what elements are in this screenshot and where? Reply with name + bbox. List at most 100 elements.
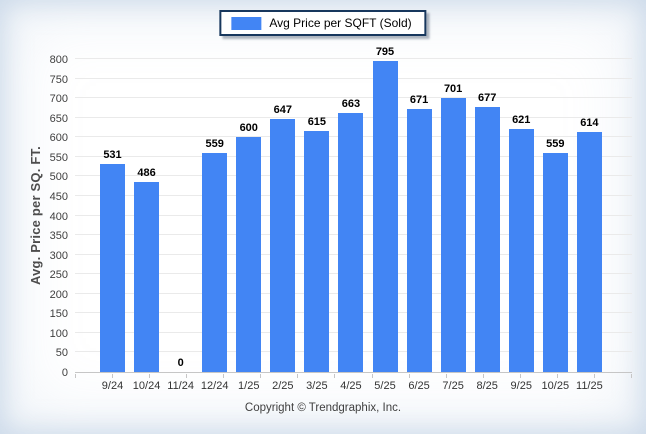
bar-group-6-25: 671 xyxy=(406,94,432,372)
legend-swatch xyxy=(231,16,262,30)
bar-group-5-25: 795 xyxy=(372,45,398,372)
bar-group-11-24: 0 xyxy=(168,357,193,372)
x-tick-label: 12/24 xyxy=(200,380,229,392)
bar xyxy=(270,118,296,372)
x-tick-mark xyxy=(482,374,484,378)
x-axis-tick-marks xyxy=(75,374,632,378)
bar xyxy=(100,164,125,372)
bar-value-label: 614 xyxy=(580,116,599,129)
x-tick-label: 8/25 xyxy=(476,380,498,392)
bar xyxy=(474,107,500,372)
bar-group-9-25: 621 xyxy=(508,114,534,372)
x-tick-mark xyxy=(371,374,373,378)
bar-value-label: 621 xyxy=(512,114,531,127)
x-tick-label: 11/24 xyxy=(167,380,194,392)
x-label-cell: 11/25 xyxy=(576,380,603,392)
y-tick-label: 650 xyxy=(49,112,68,125)
gridline xyxy=(75,77,632,79)
bar-group-7-25: 701 xyxy=(440,82,466,372)
bar xyxy=(406,109,432,372)
y-tick-label: 50 xyxy=(55,347,68,360)
x-tick-mark xyxy=(223,374,225,378)
gridline xyxy=(75,58,632,59)
x-tick-mark xyxy=(75,374,76,378)
x-label-cell: 1/25 xyxy=(236,380,261,392)
bar xyxy=(372,60,398,372)
x-tick-label: 2/25 xyxy=(272,380,294,392)
x-tick-mark xyxy=(334,374,336,378)
bar-value-label: 531 xyxy=(103,149,122,162)
x-label-cell: 7/25 xyxy=(441,380,466,392)
bar xyxy=(440,97,466,372)
bar-group-4-25: 663 xyxy=(338,97,364,372)
bar-group-10-24: 486 xyxy=(134,166,160,372)
x-tick-label: 5/25 xyxy=(374,380,396,392)
bar-value-label: 615 xyxy=(307,116,327,129)
x-tick-mark xyxy=(593,374,595,378)
bar-group-10-25: 559 xyxy=(542,138,568,372)
bar-group-1-25: 600 xyxy=(236,122,262,372)
x-tick-label: 6/25 xyxy=(408,380,430,392)
x-tick-label: 1/25 xyxy=(238,380,260,392)
x-tick-mark xyxy=(445,374,447,378)
x-label-cell: 4/25 xyxy=(338,380,363,392)
x-tick-mark xyxy=(556,374,558,378)
bar-value-label: 663 xyxy=(341,97,361,110)
x-label-cell: 12/24 xyxy=(200,380,229,392)
x-label-cell: 6/25 xyxy=(407,380,432,392)
bar-value-label: 486 xyxy=(137,166,156,179)
bar-group-9-24: 531 xyxy=(100,149,125,372)
y-axis-tick-labels: 0 50 100 150 200 250 300 350 400 450 500 550 600 650 7… xyxy=(0,54,68,379)
bar xyxy=(236,137,262,372)
x-tick-label: 4/25 xyxy=(340,380,362,392)
bar-group-3-25: 615 xyxy=(304,116,330,372)
legend-label: Avg Price per SQFT (Sold) xyxy=(269,16,412,30)
x-tick-label: 3/25 xyxy=(306,380,328,392)
bar-value-label: 0 xyxy=(177,357,184,369)
bar-group-8-25: 677 xyxy=(474,92,500,372)
bar-value-label: 647 xyxy=(273,103,292,116)
x-tick-mark xyxy=(149,374,151,378)
y-tick-label: 400 xyxy=(49,210,68,223)
bar-value-label: 600 xyxy=(239,122,258,135)
copyright-text: Copyright © Trendgraphix, Inc. xyxy=(244,402,402,414)
y-tick-label: 750 xyxy=(49,73,68,86)
x-label-cell: 10/25 xyxy=(542,380,570,392)
y-tick-label: 700 xyxy=(49,93,68,106)
y-tick-label: 600 xyxy=(49,132,68,145)
bar-value-label: 795 xyxy=(375,45,395,58)
x-tick-mark xyxy=(260,374,262,378)
y-tick-label: 150 xyxy=(49,308,68,321)
y-tick-label: 300 xyxy=(49,249,68,262)
bar xyxy=(508,129,534,372)
x-label-cell: 9/25 xyxy=(509,380,534,392)
x-tick-mark xyxy=(297,374,299,378)
bar xyxy=(134,181,160,372)
gridline xyxy=(75,97,632,99)
y-tick-label: 0 xyxy=(61,367,68,379)
y-tick-label: 250 xyxy=(49,269,68,282)
x-tick-label: 11/25 xyxy=(576,380,603,392)
x-label-cell: 11/24 xyxy=(167,380,194,392)
x-tick-mark xyxy=(112,374,114,378)
x-label-cell: 8/25 xyxy=(475,380,500,392)
x-axis-labels: 9/24 10/24 11/24 12/24 1/25 2/25 3/25 4/25 5/25 6… xyxy=(75,380,632,392)
x-tick-mark xyxy=(519,374,521,378)
bar-value-label: 701 xyxy=(443,82,463,95)
x-label-cell: 2/25 xyxy=(270,380,295,392)
y-tick-label: 200 xyxy=(49,288,68,301)
y-tick-label: 100 xyxy=(49,327,68,340)
x-tick-label: 9/25 xyxy=(510,380,532,392)
bar xyxy=(202,153,228,372)
bar-value-label: 671 xyxy=(409,94,429,107)
x-label-cell: 3/25 xyxy=(304,380,329,392)
bar xyxy=(542,153,568,372)
x-tick-label: 10/24 xyxy=(132,380,161,392)
x-tick-label: 7/25 xyxy=(442,380,464,392)
x-tick-label: 9/24 xyxy=(101,380,124,392)
x-tick-mark xyxy=(408,374,410,378)
bar-group-2-25: 647 xyxy=(270,103,296,372)
bar-group-12-24: 559 xyxy=(202,138,228,372)
bar-value-label: 677 xyxy=(478,92,497,105)
bar-value-label: 559 xyxy=(205,138,224,151)
